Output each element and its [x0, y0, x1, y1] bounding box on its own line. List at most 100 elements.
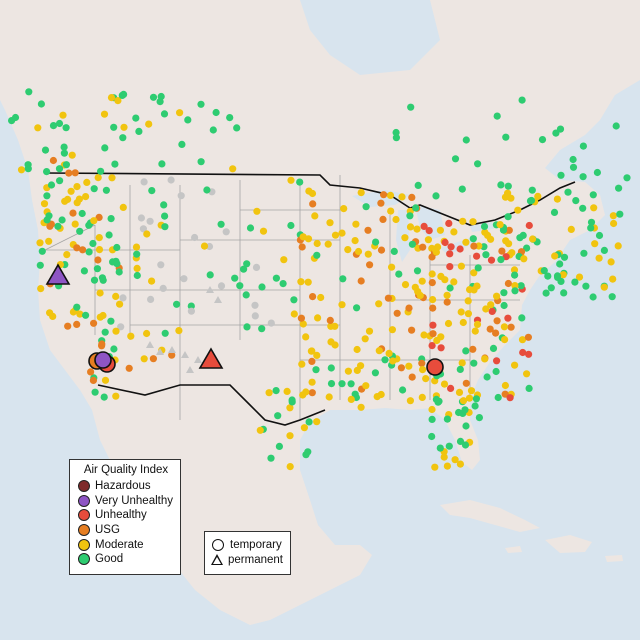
- station-dot: [67, 187, 75, 195]
- station-dot: [366, 261, 374, 269]
- station-dot: [455, 388, 464, 396]
- color-swatch: [78, 480, 90, 493]
- station-dot: [559, 271, 567, 279]
- station-dot: [498, 247, 506, 255]
- station-dot: [231, 274, 239, 282]
- station-dot: [132, 114, 140, 122]
- station-dot: [544, 272, 552, 280]
- station-dot: [90, 276, 99, 284]
- station-dot: [94, 256, 102, 264]
- station-dot: [493, 292, 501, 300]
- station-dot: [501, 193, 510, 201]
- station-dot: [56, 177, 64, 185]
- station-dot: [436, 444, 444, 452]
- station-dot: [338, 229, 346, 237]
- station-dot: [567, 225, 575, 233]
- station-dot: [422, 375, 430, 383]
- station-dot: [392, 128, 400, 137]
- station-dot: [458, 359, 466, 367]
- station-dot: [465, 394, 474, 402]
- station-dot: [256, 426, 264, 434]
- legend-item-label: Hazardous: [95, 480, 151, 493]
- station-dot: [107, 94, 116, 102]
- station-dot: [457, 262, 465, 270]
- station-dot: [428, 270, 436, 278]
- station-dot: [500, 323, 508, 331]
- station-dot: [351, 237, 359, 245]
- station-dot: [313, 239, 321, 248]
- station-dot: [462, 238, 470, 246]
- station-dot: [197, 158, 205, 166]
- station-dot: [550, 208, 559, 216]
- station-dot: [327, 338, 335, 346]
- station-dot: [551, 252, 559, 260]
- station-dot: [459, 397, 468, 405]
- station-dot: [575, 273, 584, 281]
- station-dot: [466, 286, 474, 294]
- station-dot: [406, 223, 415, 231]
- station-dot: [380, 191, 388, 199]
- station-dot: [61, 197, 69, 205]
- station-dot: [600, 283, 608, 291]
- station-dot: [251, 312, 259, 320]
- station-dot: [43, 192, 51, 200]
- station-dot: [286, 463, 294, 471]
- station-dot: [443, 462, 451, 470]
- station-dot: [251, 301, 259, 309]
- station-dot: [161, 329, 169, 337]
- station-dot: [389, 357, 397, 365]
- station-dot: [148, 277, 156, 285]
- station-dot: [552, 129, 560, 137]
- station-dot: [590, 204, 598, 212]
- station-dot: [299, 320, 307, 328]
- station-dot: [429, 296, 437, 304]
- station-dot: [386, 191, 395, 199]
- station-dot: [413, 267, 422, 275]
- station-dot: [419, 366, 427, 374]
- station-dot: [610, 219, 618, 228]
- station-dot: [397, 364, 405, 372]
- station-dot: [425, 227, 433, 235]
- station-dot: [100, 393, 108, 401]
- station-dot: [469, 345, 477, 353]
- station-dot: [379, 215, 387, 223]
- station-dot: [283, 387, 291, 395]
- station-dot: [428, 405, 436, 414]
- station-dot: [375, 347, 383, 355]
- color-swatch: [78, 494, 90, 507]
- station-dot: [79, 246, 87, 254]
- station-dot: [381, 356, 389, 364]
- station-dot: [612, 122, 620, 130]
- station-dot: [240, 265, 248, 273]
- legend-permanent: permanent: [211, 553, 290, 568]
- legend-item-label: Very Unhealthy: [95, 494, 173, 507]
- station-dot: [63, 251, 71, 259]
- station-dot: [110, 345, 118, 353]
- station-dot: [118, 91, 126, 99]
- station-dot: [538, 136, 547, 144]
- station-dot: [459, 217, 467, 225]
- station-dot: [96, 313, 104, 321]
- station-dot: [167, 176, 175, 184]
- station-dot: [25, 88, 33, 96]
- station-dot: [483, 373, 491, 381]
- station-dot: [83, 178, 91, 186]
- station-dot: [287, 176, 295, 184]
- station-dot: [418, 359, 426, 367]
- station-dot: [38, 247, 46, 255]
- station-dot: [55, 119, 64, 128]
- station-dot: [493, 112, 501, 120]
- station-dot: [258, 325, 266, 333]
- station-dot: [97, 167, 105, 175]
- station-dot: [525, 384, 533, 392]
- station-dot: [406, 397, 414, 405]
- station-dot: [180, 275, 188, 283]
- station-dot: [259, 227, 268, 235]
- station-dot: [200, 242, 209, 250]
- station-dot: [112, 257, 120, 265]
- station-dot: [392, 215, 400, 224]
- station-dot: [473, 320, 482, 328]
- station-dot: [429, 304, 437, 312]
- station-dot: [393, 309, 401, 317]
- station-dot: [525, 350, 533, 358]
